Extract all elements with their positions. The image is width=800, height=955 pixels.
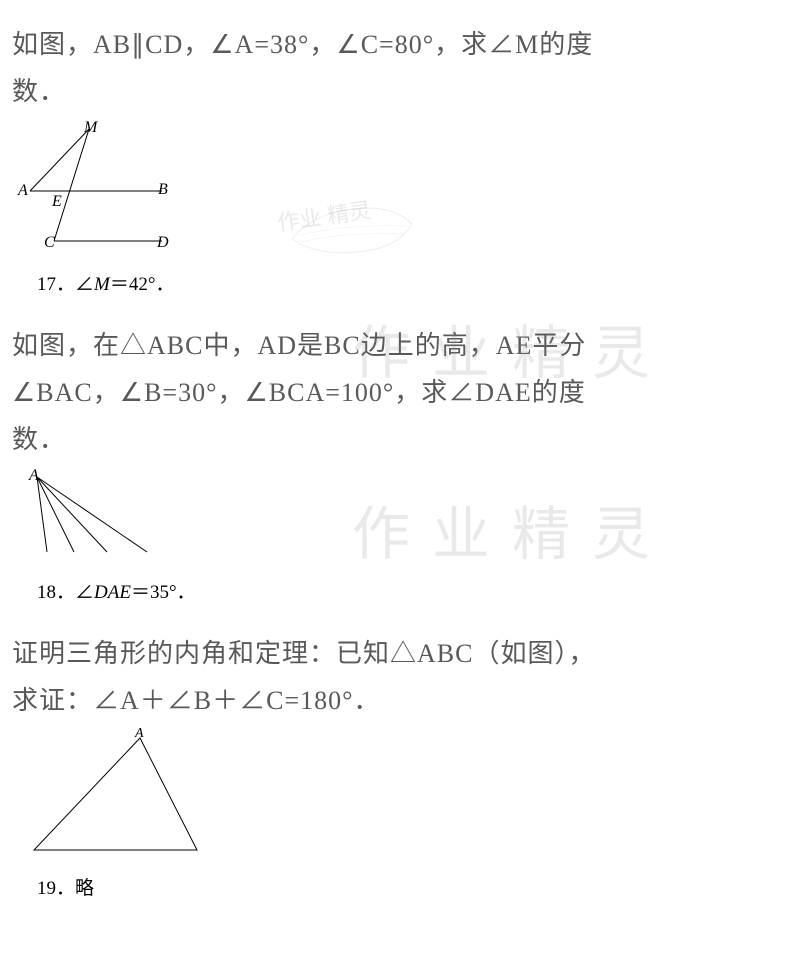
answer-18: 18．∠DAE＝35°． xyxy=(37,577,788,604)
answer-19: 19．略 xyxy=(37,873,788,900)
label-A: A xyxy=(18,182,28,200)
problem-17: 如图，AB∥CD，∠A=38°，∠C=80°，求∠M的度 数． M A E B … xyxy=(12,25,788,296)
label-A-19: A xyxy=(135,726,144,742)
figure-17-svg xyxy=(12,119,172,249)
answer-18-var: DAE xyxy=(94,582,131,603)
problem-17-text-1: 如图，AB∥CD，∠A=38°，∠C=80°，求∠M的度 xyxy=(12,25,788,64)
answer-17-var: M xyxy=(94,274,110,295)
label-E: E xyxy=(52,193,62,211)
problem-19-text-1: 证明三角形的内角和定理：已知△ABC（如图）， xyxy=(12,634,788,673)
watermark-large-2: 作业精灵 xyxy=(352,487,672,571)
problem-18-text-1: 如图，在△ABC中，AD是BC边上的高，AE平分 xyxy=(12,326,788,365)
watermark-small: 作业 精灵 xyxy=(275,193,373,238)
figure-18: 作业精灵 A xyxy=(12,467,172,562)
problem-17-text-2: 数． xyxy=(12,72,788,111)
watermark-page-icon xyxy=(282,194,422,264)
answer-17-prefix: 17．∠ xyxy=(37,274,94,295)
problem-18-text-2: ∠BAC，∠B=30°，∠BCA=100°，求∠DAE的度 xyxy=(12,373,788,412)
problem-19-text-2: 求证：∠A＋∠B＋∠C=180°． xyxy=(12,681,788,720)
label-A-18: A xyxy=(29,467,39,485)
label-D: D xyxy=(157,234,169,252)
figure-17: M A E B C D xyxy=(12,119,172,254)
label-M: M xyxy=(84,119,97,137)
problem-19: 证明三角形的内角和定理：已知△ABC（如图）， 求证：∠A＋∠B＋∠C=180°… xyxy=(12,634,788,900)
figure-19: A xyxy=(12,728,212,858)
problem-18: 作业精灵 如图，在△ABC中，AD是BC边上的高，AE平分 ∠BAC，∠B=30… xyxy=(12,326,788,604)
answer-18-suffix: ＝35°． xyxy=(131,582,196,603)
label-B: B xyxy=(158,181,168,199)
problem-18-text-3: 数． xyxy=(12,420,788,459)
answer-18-prefix: 18．∠ xyxy=(37,582,94,603)
answer-17: 17．∠M＝42°． 作业 精灵 xyxy=(37,269,788,296)
answer-17-suffix: ＝42°． xyxy=(110,274,175,295)
label-C: C xyxy=(44,234,55,252)
figure-19-svg xyxy=(12,728,212,858)
